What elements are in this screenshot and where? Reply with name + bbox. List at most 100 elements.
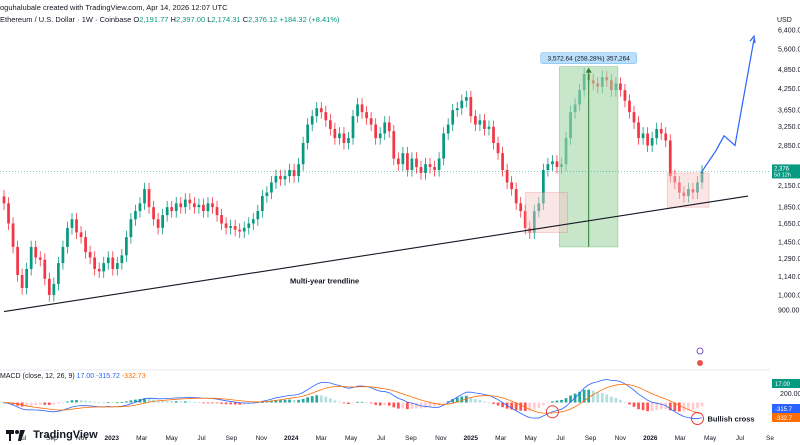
candle-body [478,120,482,125]
macd-bar [537,402,541,409]
candle-body [501,153,504,170]
macd-bar [483,401,486,403]
candle-body [279,176,282,180]
macd-bar [274,399,278,403]
candle-body [537,203,541,212]
macd-bar [532,402,536,410]
macd-bar [650,402,654,412]
macd-bar [170,401,174,403]
macd-bar [360,401,364,403]
author-line: oguhalubale created with TradingView.com… [0,3,228,12]
candle-body [84,237,87,253]
macd-bar [102,402,106,404]
candle-body [25,268,29,288]
candle-body [134,211,137,220]
candle-body [510,182,513,190]
macd-bar [591,390,595,403]
macd-bar [673,402,677,412]
macd-bar [387,402,391,406]
tradingview-logo[interactable]: TradingView [6,429,98,441]
macd-bar [433,402,436,407]
candle-body [315,108,319,117]
candle-body [52,283,56,295]
measure-label: 3,572.64 (258.28%) 357,264 [547,56,630,63]
macd-bar [496,402,500,406]
macd-bar [406,402,409,410]
macd-bar [156,400,160,403]
flag-icon [697,360,703,366]
candle-body [474,116,477,125]
candle-body [374,124,378,139]
candle-body [333,128,337,139]
candle-body [523,211,527,228]
macd-bar [442,402,446,404]
candle-body [696,182,699,193]
time-tick-label: Sep [585,435,597,442]
time-tick-label: Sep [405,435,417,442]
time-tick-label: Jul [18,435,27,442]
time-tick-label: Sep [46,435,58,442]
candle-body [274,176,278,183]
macd-histogram [2,389,704,412]
macd-bar [514,402,518,411]
candle-body [319,108,323,113]
macd-bar [641,402,645,411]
tradingview-icon [6,429,25,441]
candle-body [687,189,690,197]
macd-bar [542,402,545,406]
macd-bar [238,402,242,405]
macd-bar [338,401,341,403]
candle-body [197,204,201,208]
candle-body [406,153,409,170]
macd-bar [682,402,686,412]
price-tick-label: 4,250.00 [778,86,800,93]
macd-bar [324,396,328,403]
macd-bar [288,399,291,403]
candle-body [542,170,545,204]
macd-bar [47,402,51,405]
candle-body [229,226,232,228]
macd-bar [551,401,554,403]
macd-bar [655,402,659,411]
candle-body [66,227,69,247]
candle-body [97,268,101,272]
candle-body [519,203,523,212]
candle-body [387,122,391,132]
macd-bar [260,402,264,403]
price-tick-label: 900.00 [778,308,800,315]
candle-body [125,237,128,256]
macd-bar [333,400,337,403]
candle-body [514,189,518,204]
chart-header: oguhalubale created with TradingView.com… [0,0,772,28]
macd-value-text: -332.7 [775,416,793,422]
macd-bar [659,402,663,410]
macd-bar [519,402,523,411]
macd-bar [578,391,581,403]
candle-body [270,182,273,193]
candle-body [251,219,255,224]
candle-body [650,138,654,146]
time-tick-label: Nov [76,435,88,442]
candle-body [455,108,459,111]
price-tick-label: 1,000.00 [778,292,800,299]
candle-body [215,207,219,216]
macd-bar [75,400,78,403]
macd-bar [161,400,164,403]
macd-bar [57,402,60,404]
candle-body [238,229,242,232]
candle-body [43,259,47,279]
time-tick-label: May [704,435,717,442]
macd-bar [401,402,405,409]
footer: TradingView [0,427,800,445]
time-tick-label: 2026 [643,435,658,442]
candle-body [47,278,51,295]
macd-bar [61,402,65,404]
candle-body [156,219,160,228]
candle-body [469,97,473,117]
macd-bar [356,401,359,403]
candle-body [360,104,364,113]
macd-bar [301,398,305,403]
candle-body [256,211,260,220]
macd-bar [134,399,137,403]
